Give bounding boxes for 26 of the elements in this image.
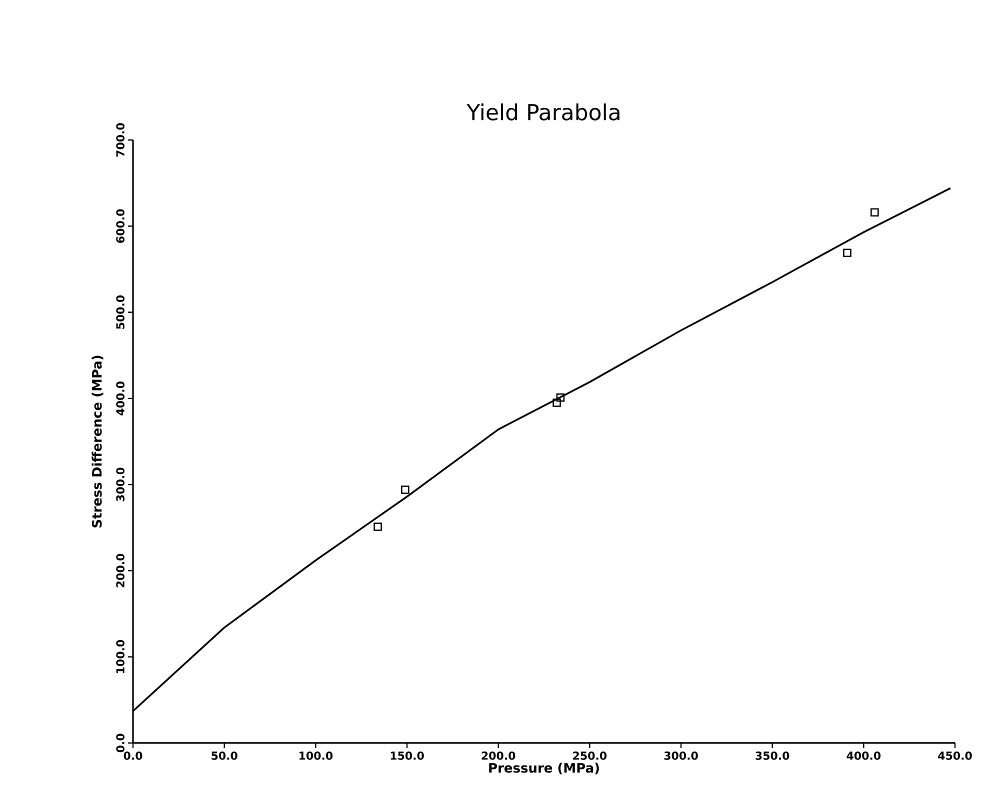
x-tick-label: 150.0 xyxy=(390,752,424,760)
point xyxy=(843,248,852,257)
x-tick-label: 400.0 xyxy=(846,752,881,760)
point xyxy=(401,486,410,494)
x-tick-label: 250.0 xyxy=(573,752,607,760)
x-axis-title: Pressure (MPa) xyxy=(489,762,599,774)
y-tick-label: 300.0 xyxy=(116,468,124,502)
point xyxy=(556,393,565,402)
y-axis-title: Stress Difference (MPa) xyxy=(92,356,104,528)
x-tick-label: 100.0 xyxy=(300,752,333,760)
y-tick-label: 400.0 xyxy=(116,382,124,416)
point xyxy=(870,208,879,217)
x-tick-label: 300.0 xyxy=(664,752,698,760)
chart-title: Yield Parabola xyxy=(466,103,620,120)
x-tick-label: 0.0 xyxy=(124,752,142,760)
x-tick-label: 350.0 xyxy=(756,752,790,760)
point xyxy=(374,522,382,531)
x-tick-label: 50.0 xyxy=(212,752,238,760)
y-tick-label: 600.0 xyxy=(116,209,124,243)
y-tick-label: 500.0 xyxy=(116,295,124,329)
x-tick-label: 200.0 xyxy=(482,752,516,760)
y-tick-label: 100.0 xyxy=(116,640,124,674)
point xyxy=(552,398,561,407)
y-tick-label: 200.0 xyxy=(116,554,124,588)
y-tick-label: 700.0 xyxy=(116,123,124,157)
x-tick-label: 450.0 xyxy=(938,752,972,760)
